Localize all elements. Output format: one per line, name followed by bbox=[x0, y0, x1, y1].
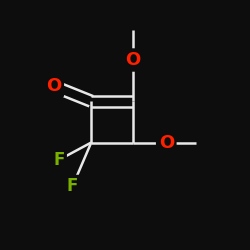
Text: O: O bbox=[159, 134, 174, 152]
Text: F: F bbox=[53, 151, 64, 169]
Text: O: O bbox=[125, 51, 140, 69]
Text: F: F bbox=[67, 177, 78, 195]
Text: O: O bbox=[46, 77, 62, 95]
